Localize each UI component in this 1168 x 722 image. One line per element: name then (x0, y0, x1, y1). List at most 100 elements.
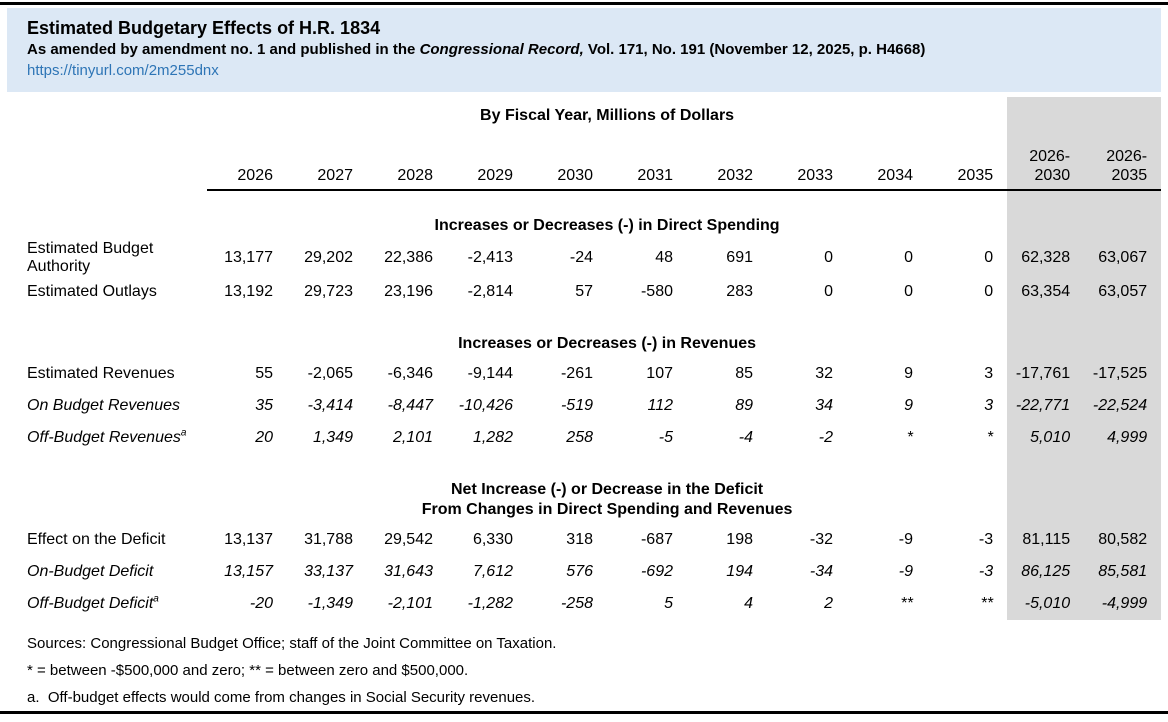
unit-header-row: By Fiscal Year, Millions of Dollars (7, 97, 1162, 135)
value-cell: 81,115 (1007, 524, 1085, 556)
value-cell: 22,386 (384, 249, 433, 266)
value-cell: * (906, 429, 913, 446)
empty-cell (1007, 330, 1085, 358)
value-cell: -2,101 (387, 595, 433, 612)
value-cell: 48 (655, 249, 673, 266)
table-row: Off-Budget Revenuesa 20 1,349 2,101 1,282 258… (7, 422, 1162, 454)
empty-cell (1084, 476, 1162, 524)
table-body: By Fiscal Year, Millions of Dollars 20 2 6 2… (7, 97, 1162, 620)
table-row: Estimated Outlays 13,192 29,723 23,196 -2,81… (7, 276, 1162, 308)
empty-cell (1084, 330, 1162, 358)
value-cell: 20 (255, 429, 273, 446)
section-header-row: Net Increase (-) or Decrease in the Defi… (7, 476, 1162, 524)
section-header: Increases or Decreases (-) in Revenues (458, 335, 757, 352)
row-label: Estimated Revenues (27, 365, 175, 382)
value-cell: 2 (824, 595, 833, 612)
empty-cell (7, 330, 207, 358)
value-cell: 29,542 (384, 531, 433, 548)
value-cell: 0 (824, 249, 833, 266)
value-cell: 576 (566, 563, 593, 580)
value-cell: 32 (815, 365, 833, 382)
total-column-header: 2026- 2035 (1084, 135, 1162, 191)
value-cell: -687 (640, 531, 673, 548)
row-label: On-Budget Deficit (27, 563, 154, 580)
value-cell: 3 (984, 365, 994, 382)
value-cell: 9 (904, 365, 913, 382)
page-title: Estimated Budgetary Effects of H.R. 1834 (27, 18, 381, 38)
value-cell: -17,525 (1084, 358, 1162, 390)
value-cell: 6,330 (472, 531, 513, 548)
value-cell: 31,788 (304, 531, 353, 548)
value-cell: 198 (726, 531, 753, 548)
empty-cell (1007, 476, 1085, 524)
value-cell: 62,328 (1007, 240, 1085, 276)
spacer-cell (1007, 454, 1085, 476)
section-header: Increases or Decreases (-) in Direct Spe… (434, 217, 780, 234)
value-cell: 1,282 (472, 429, 513, 446)
year-column-header: 2030 (527, 135, 607, 191)
row-label: Off-Budget Deficita (27, 593, 159, 612)
value-cell: 63,057 (1084, 276, 1162, 308)
section-header-row: Increases or Decreases (-) in Direct Spe… (7, 212, 1162, 240)
value-cell: 691 (726, 249, 753, 266)
spacer-row (7, 308, 1162, 330)
table-wrap: By Fiscal Year, Millions of Dollars 20 2 6 2… (7, 97, 1162, 620)
footnotes: Sources: Congressional Budget Office; st… (27, 630, 1147, 711)
value-cell: -22,524 (1084, 390, 1162, 422)
empty-cell (7, 212, 207, 240)
value-cell: -258 (560, 595, 593, 612)
page-subtitle: As amended by amendment no. 1 and publis… (27, 40, 1141, 60)
value-cell: 7,612 (472, 563, 513, 580)
value-cell: 86,125 (1007, 556, 1085, 588)
value-cell: -5,010 (1007, 588, 1085, 620)
value-cell: 194 (726, 563, 753, 580)
value-cell: 55 (255, 365, 273, 382)
value-cell: 13,157 (224, 563, 273, 580)
value-cell: -580 (640, 283, 673, 300)
value-cell: 4 (744, 595, 753, 612)
value-cell: 112 (647, 397, 673, 414)
value-cell: 107 (646, 365, 673, 382)
value-cell: 13,177 (224, 249, 273, 266)
value-cell: -1,282 (467, 595, 513, 612)
spacer-cell (7, 190, 1007, 212)
value-cell: 29,723 (304, 283, 353, 300)
budget-table: By Fiscal Year, Millions of Dollars 20 2 6 2… (7, 97, 1162, 620)
subtitle-text: As amended by amendment no. 1 and publis… (27, 41, 420, 58)
value-cell: 4,999 (1084, 422, 1162, 454)
value-cell: -22,771 (1007, 390, 1085, 422)
value-cell: 33,137 (304, 563, 353, 580)
spacer-cell (1007, 190, 1085, 212)
value-cell: 283 (726, 283, 753, 300)
section-header: Net Increase (-) or Decrease in the Defi… (421, 481, 793, 518)
value-cell: -1,349 (307, 595, 353, 612)
source-link[interactable]: https://tinyurl.com/2m255dnx (27, 62, 219, 79)
value-cell: 34 (815, 397, 833, 414)
value-cell: -8,447 (387, 397, 433, 414)
value-cell: 57 (575, 283, 593, 300)
value-cell: 0 (984, 283, 994, 300)
spacer-cell (7, 454, 1007, 476)
value-cell: -20 (249, 595, 273, 612)
spacer-cell (1084, 454, 1162, 476)
value-cell: 3 (984, 397, 994, 414)
spacer-cell (1007, 308, 1085, 330)
value-cell: 31,643 (384, 563, 433, 580)
spacer-row (7, 454, 1162, 476)
row-label: Estimated Budget Authority (27, 240, 154, 275)
value-cell: 5,010 (1007, 422, 1085, 454)
value-cell: * (986, 429, 994, 446)
table-row: Estimated Budget Authority 13,177 29,202 22… (7, 240, 1162, 276)
value-cell: 63,067 (1084, 240, 1162, 276)
year-column-header: 2027 (287, 135, 367, 191)
empty-cell (7, 97, 207, 135)
footnote-marker: a (153, 593, 159, 605)
footnote: * = between -$500,000 and zero; ** = bet… (27, 662, 469, 679)
value-cell: -4 (738, 429, 753, 446)
value-cell: -6,346 (387, 365, 433, 382)
table-row: Effect on the Deficit 13,137 31,788 29,542 6… (7, 524, 1162, 556)
value-cell: -3,414 (307, 397, 353, 414)
year-column-header: 2028 (367, 135, 447, 191)
empty-cell (1084, 97, 1162, 135)
